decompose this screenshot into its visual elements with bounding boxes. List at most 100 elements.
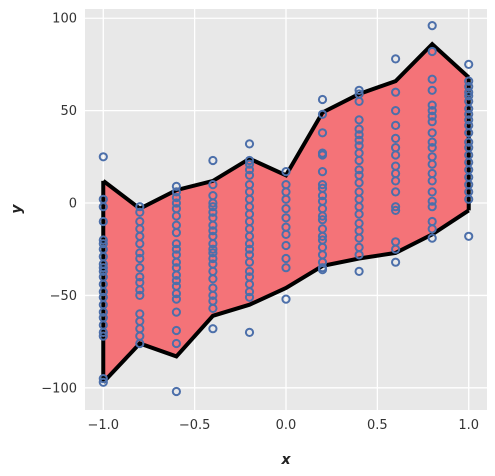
- data-point: [281, 294, 291, 304]
- data-point: [317, 94, 328, 105]
- data-point: [98, 327, 108, 337]
- data-point: [98, 287, 108, 297]
- data-point: [135, 202, 145, 212]
- data-point: [135, 290, 145, 300]
- data-point: [317, 150, 328, 160]
- data-point: [354, 85, 364, 95]
- data-point: [354, 233, 364, 243]
- data-point: [354, 155, 364, 166]
- data-point: [281, 194, 291, 204]
- data-point: [427, 224, 437, 234]
- data-point: [427, 143, 437, 153]
- data-point: [244, 292, 255, 302]
- data-point: [427, 202, 437, 212]
- data-point: [281, 213, 291, 223]
- y-tick-label: −100: [41, 381, 77, 396]
- y-tick-label: 50: [60, 104, 77, 119]
- data-point: [464, 128, 474, 138]
- y-tick-label: −50: [50, 289, 77, 304]
- data-point: [391, 176, 401, 186]
- data-point: [171, 239, 181, 249]
- data-point: [281, 240, 291, 251]
- data-point: [244, 327, 255, 337]
- data-point: [244, 266, 255, 276]
- data-point: [171, 192, 181, 203]
- data-point: [464, 194, 474, 204]
- data-point: [98, 266, 108, 276]
- data-point: [244, 257, 255, 267]
- data-point: [135, 248, 145, 258]
- data-point: [464, 87, 474, 97]
- data-point: [464, 91, 474, 101]
- data-point: [171, 181, 181, 191]
- data-point: [464, 231, 474, 241]
- data-point: [354, 266, 364, 276]
- x-tick-label: −0.5: [179, 418, 211, 433]
- data-point: [208, 324, 218, 334]
- data-point: [354, 96, 364, 107]
- x-axis-label: x: [280, 452, 291, 468]
- data-point: [171, 289, 181, 299]
- x-tick-label: −1.0: [87, 418, 119, 433]
- data-point: [391, 54, 401, 64]
- data-point: [317, 211, 328, 221]
- x-tick-label: 0.5: [367, 418, 388, 433]
- data-point: [171, 244, 181, 254]
- band-lower-edge-line: [101, 208, 470, 384]
- data-point: [244, 170, 255, 180]
- y-tick-label: 100: [52, 12, 77, 27]
- data-point: [464, 137, 474, 147]
- data-point: [281, 167, 291, 177]
- data-point: [208, 220, 218, 230]
- data-point: [208, 290, 218, 300]
- data-point: [208, 180, 218, 190]
- data-point: [391, 187, 401, 197]
- data-point: [427, 85, 437, 95]
- data-point: [317, 265, 328, 275]
- data-point: [98, 216, 108, 227]
- data-point: [171, 187, 181, 197]
- data-point: [427, 196, 437, 206]
- data-point: [208, 207, 218, 217]
- data-point: [208, 253, 218, 264]
- data-point: [427, 187, 437, 197]
- data-point: [317, 215, 328, 225]
- data-point: [427, 46, 437, 57]
- x-tick-labels: −1.0 −0.5 0.0 0.5 1.0: [87, 418, 479, 433]
- data-point: [244, 165, 255, 175]
- data-point: [427, 74, 437, 84]
- data-point: [135, 207, 145, 217]
- data-point: [208, 198, 218, 208]
- data-point: [171, 228, 181, 238]
- data-point: [354, 250, 364, 260]
- data-point: [391, 244, 401, 254]
- data-point: [354, 135, 364, 145]
- data-point: [208, 226, 218, 236]
- data-point: [464, 115, 474, 125]
- data-point: [317, 128, 328, 138]
- data-point: [98, 377, 108, 387]
- data-point: [171, 338, 181, 349]
- data-point: [281, 253, 291, 264]
- data-point: [391, 133, 401, 143]
- data-point: [464, 76, 474, 86]
- data-point: [427, 21, 437, 31]
- y-axis-label: y: [9, 204, 25, 214]
- y-tick-label: 0: [69, 197, 77, 212]
- data-point: [317, 231, 328, 241]
- data-point: [354, 165, 364, 175]
- data-point: [98, 235, 108, 245]
- data-point: [171, 386, 181, 397]
- data-point: [98, 202, 108, 212]
- data-point: [464, 82, 474, 92]
- data-point: [317, 191, 328, 201]
- data-point: [98, 331, 108, 341]
- data-point: [171, 270, 181, 280]
- data-point: [135, 263, 145, 273]
- data-point: [464, 104, 474, 114]
- data-point: [427, 100, 437, 110]
- data-point: [135, 285, 145, 295]
- data-point: [354, 124, 364, 134]
- data-point: [244, 159, 255, 169]
